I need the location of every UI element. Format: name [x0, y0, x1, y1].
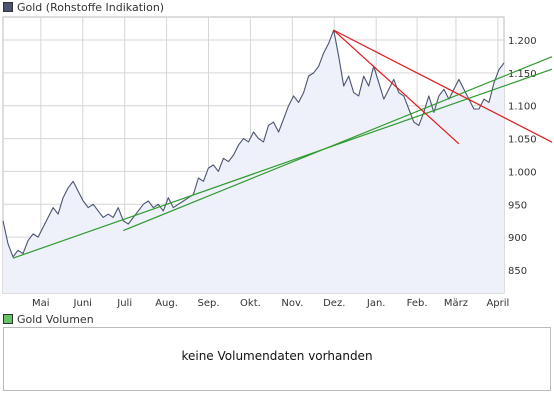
volume-legend: Gold Volumen: [3, 312, 94, 326]
y-tick-label: 1.150: [508, 69, 537, 80]
volume-empty-message: keine Volumendaten vorhanden: [181, 349, 373, 363]
x-tick-label: Jan.: [366, 298, 386, 309]
y-tick-label: 850: [508, 266, 527, 277]
price-line: [2, 29, 505, 258]
y-tick-label: 1.200: [508, 36, 537, 47]
x-tick-label: März: [444, 298, 468, 309]
x-tick-label: Mai: [32, 298, 50, 309]
volume-panel: keine Volumendaten vorhanden: [3, 327, 551, 391]
trendline-green: [12, 68, 553, 259]
x-tick-label: Dez.: [323, 298, 345, 309]
trendline-green: [123, 56, 553, 232]
volume-legend-label: Gold Volumen: [17, 312, 94, 326]
price-legend: Gold (Rohstoffe Indikation): [3, 0, 164, 14]
y-tick-label: 950: [508, 200, 527, 211]
x-tick-label: Aug.: [155, 298, 178, 309]
x-tick-label: Juni: [73, 298, 92, 309]
y-tick-label: 1.000: [508, 167, 537, 178]
x-tick-label: Nov.: [281, 298, 303, 309]
price-chart: 850 900 950 1.000 1.050 1.100 1.150 1.200 Mai Jun…: [2, 16, 553, 309]
price-legend-label: Gold (Rohstoffe Indikation): [17, 0, 165, 14]
price-area: [3, 30, 504, 293]
x-tick-label: April: [486, 298, 509, 309]
x-tick-label: Okt.: [240, 298, 261, 309]
y-tick-label: 1.050: [508, 135, 537, 146]
x-tick-label: Sep.: [197, 298, 219, 309]
price-legend-swatch: [3, 2, 13, 12]
trendline-red: [333, 29, 460, 145]
x-tick-label: Juli: [116, 298, 132, 309]
y-tick-label: 900: [508, 233, 527, 244]
trendline-red: [333, 29, 553, 143]
y-tick-label: 1.100: [508, 102, 537, 113]
x-tick-label: Feb.: [407, 298, 428, 309]
volume-legend-swatch: [3, 314, 13, 324]
